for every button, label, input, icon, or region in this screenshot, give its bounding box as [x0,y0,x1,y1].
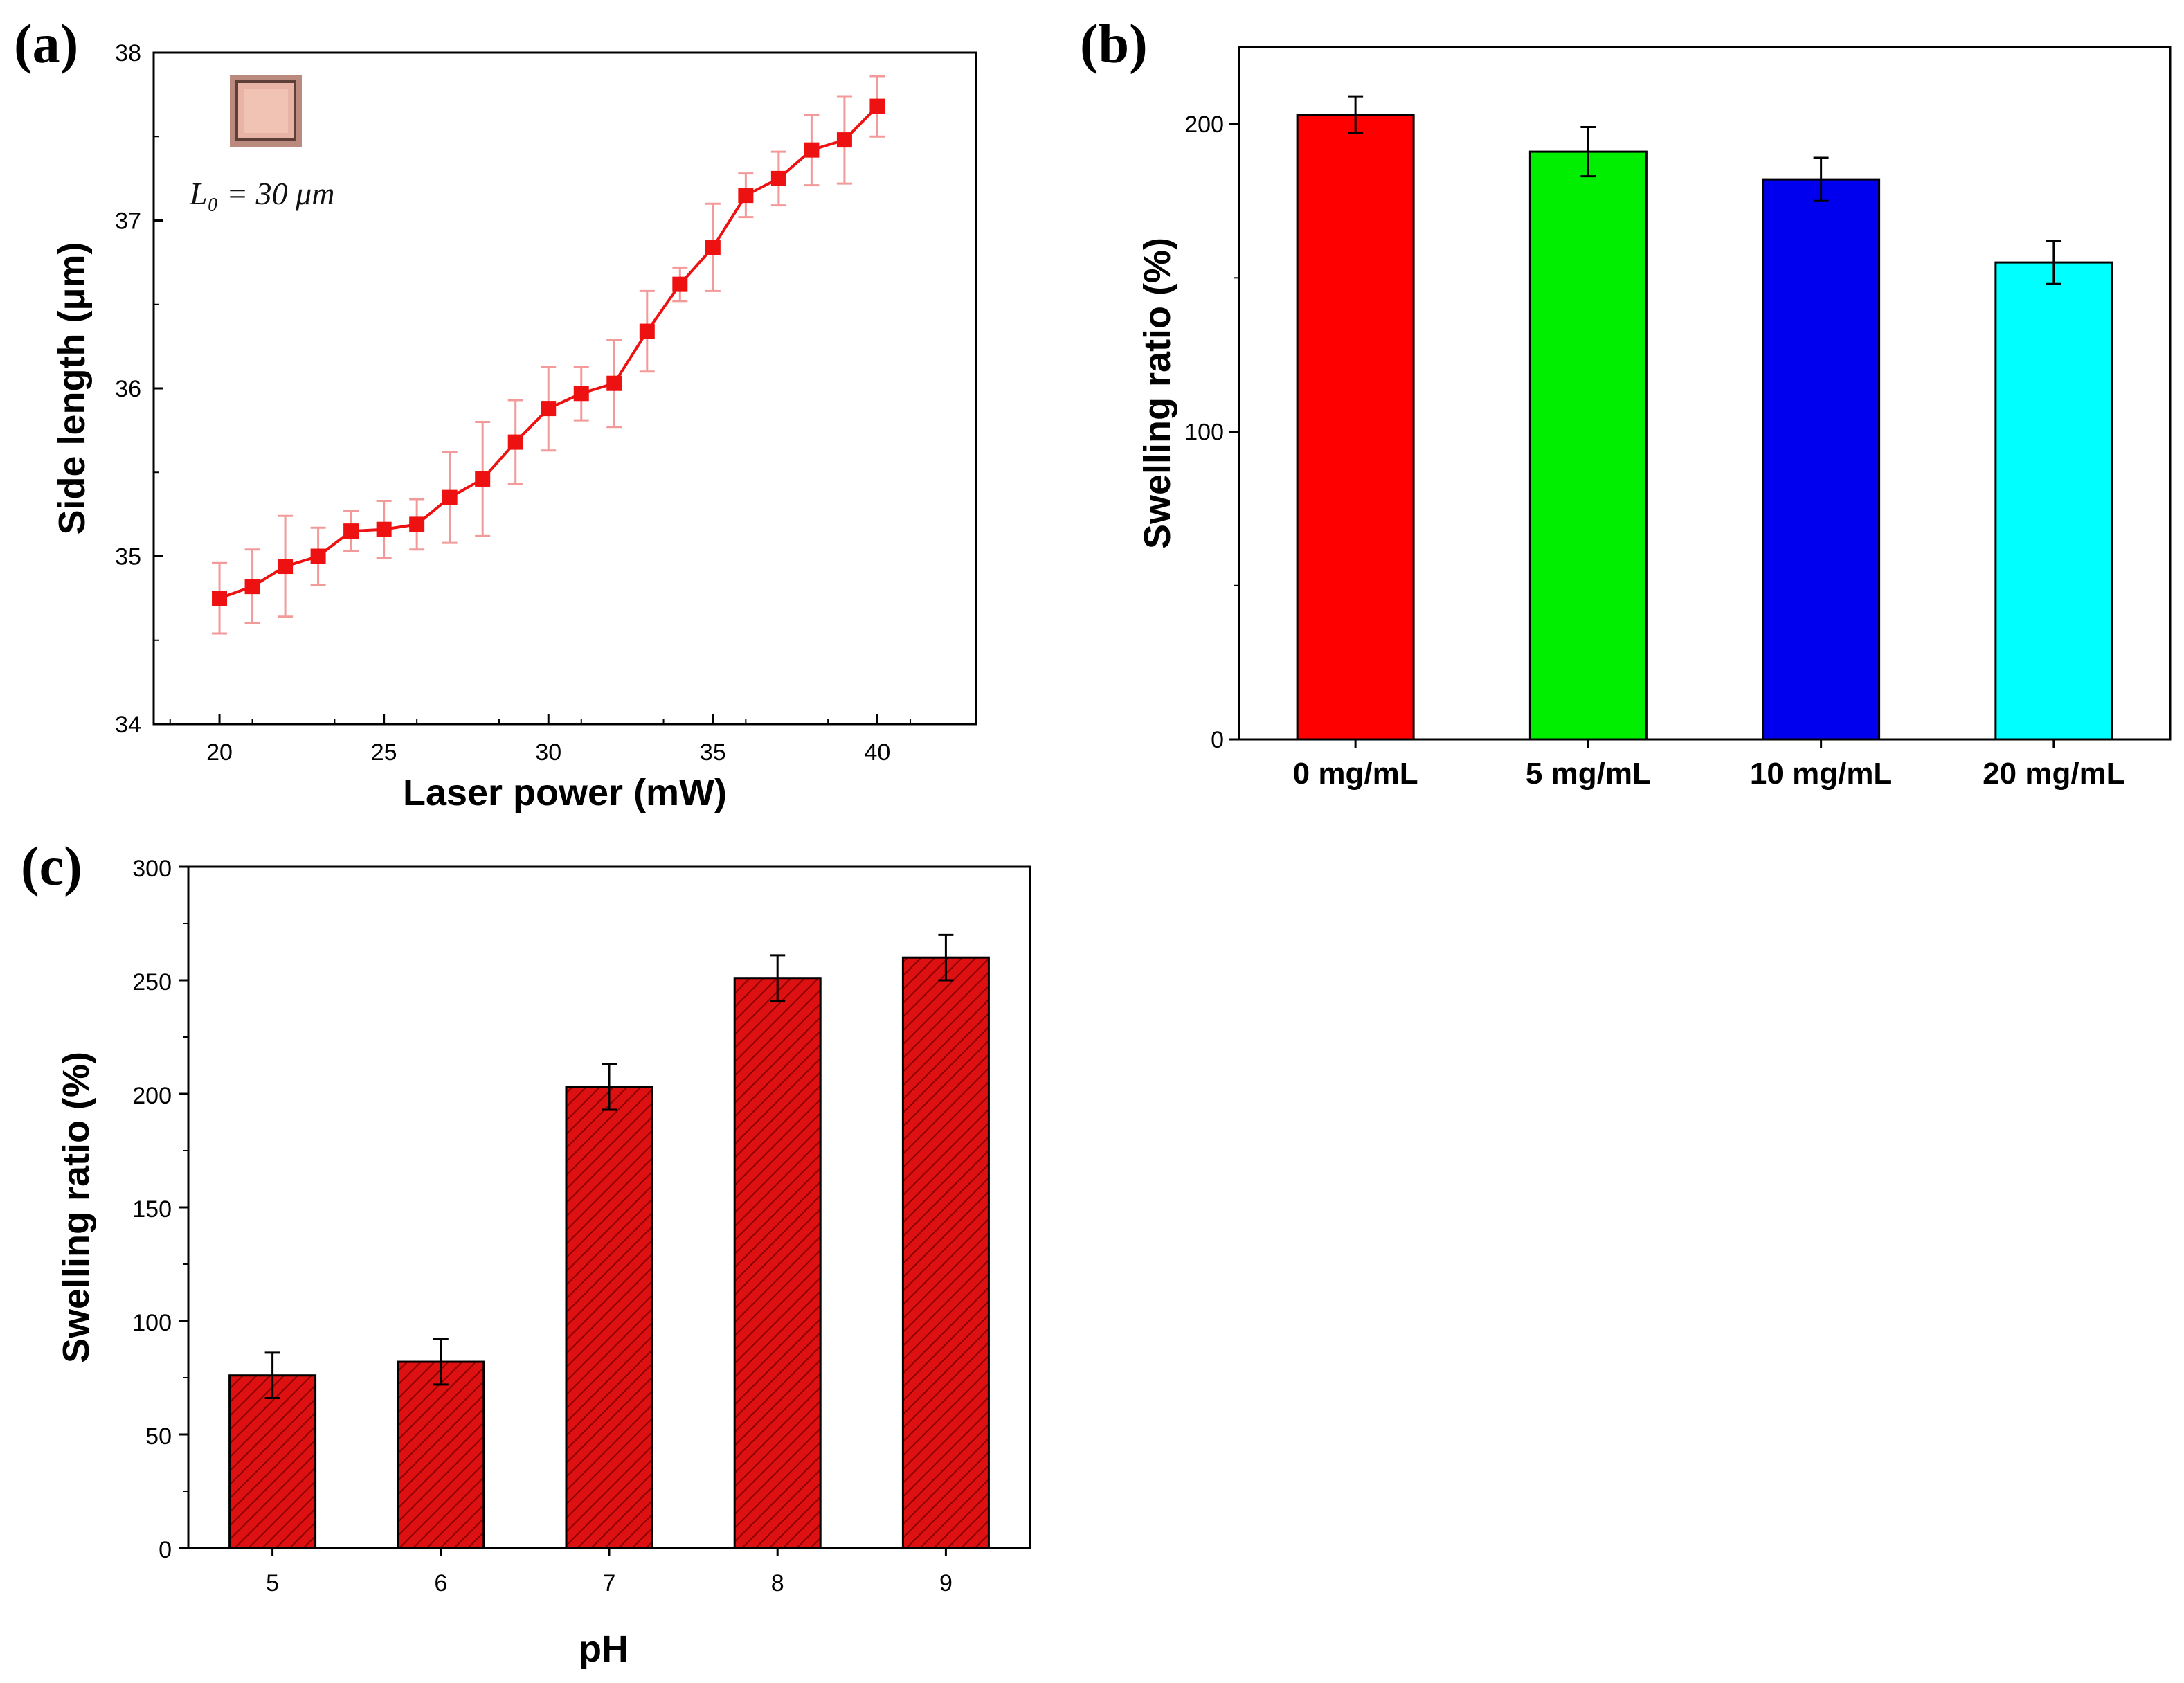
y-tick-label-c: 300 [132,856,172,882]
data-point-a [409,516,425,532]
error-bar-b [1580,126,1596,178]
data-point-a [836,132,852,148]
x-axis-label-a: Laser power (mW) [403,772,727,813]
y-tick-label-c: 50 [145,1423,172,1450]
y-tick-label-c: 150 [132,1196,172,1223]
y-tick-label-a: 35 [115,544,141,570]
data-point-a [541,401,557,417]
data-point-a [606,375,622,391]
initial-length-annotation: L₀ = 30 μm [189,176,334,211]
plot-frame-a [152,51,977,726]
data-point-a [475,471,491,487]
error-bar-b [1348,95,1364,134]
y-tick-label-b: 0 [1211,727,1224,753]
data-point-a [639,323,655,339]
y-tick-label-c: 0 [159,1537,172,1563]
x-tick-label-a: 30 [535,739,561,766]
hydrogel-square-icon [230,75,302,147]
bar-c [733,977,822,1549]
bar-c [228,1374,317,1549]
plot-frame-b [1238,46,2172,741]
x-tick-label-a: 40 [865,739,891,766]
y-tick-label-a: 38 [115,40,141,66]
bar-b [1762,178,1881,741]
data-point-a [770,170,786,186]
error-bar-c [770,954,786,1002]
data-point-a [705,240,721,255]
data-point-a [244,579,260,595]
panel-b-label: (b) [1080,14,1148,75]
x-tick-label-a: 20 [206,739,233,766]
bar-c [901,956,990,1549]
y-tick-label-c: 250 [132,969,172,996]
panel-a-label: (a) [14,14,78,75]
y-tick-label-a: 36 [115,376,141,402]
x-tick-label-c: 9 [939,1570,953,1596]
bar-c [397,1360,485,1549]
category-label-b: 10 mg/mL [1750,757,1892,791]
error-bar-c [602,1063,617,1111]
error-bar-b [2046,240,2061,285]
error-bar-b [1813,156,1829,202]
data-point-a [310,548,326,564]
category-label-b: 0 mg/mL [1293,757,1418,791]
y-tick-label-a: 34 [115,712,141,738]
y-tick-label-c: 200 [132,1083,172,1109]
error-bar-c [938,933,954,982]
x-tick-label-c: 5 [266,1570,279,1596]
category-label-b: 20 mg/mL [1983,757,2124,791]
y-tick-label-b: 100 [1184,420,1224,446]
data-point-a [573,386,589,402]
x-tick-label-c: 7 [603,1570,616,1596]
panel-c-label: (c) [21,836,82,897]
x-tick-label-c: 6 [434,1570,447,1596]
bar-b [1296,114,1415,741]
y-tick-label-a: 37 [115,208,141,235]
bar-c [565,1086,653,1549]
error-bar-c [264,1351,280,1400]
data-point-a [343,523,359,539]
y-axis-label-a: Side length (μm) [51,242,93,534]
x-axis-label-c: pH [579,1628,629,1670]
data-point-a [672,276,688,292]
y-axis-label-b: Swelling ratio (%) [1137,237,1178,549]
data-point-a [869,98,885,114]
category-label-b: 5 mg/mL [1526,757,1651,791]
data-point-a [278,559,294,575]
data-point-a [507,434,523,450]
error-bar-c [433,1338,449,1386]
y-tick-label-c: 100 [132,1310,172,1336]
data-point-a [376,521,392,537]
x-tick-label-c: 8 [771,1570,784,1596]
panel-a: (a) 20 25 30 35 40 34 35 36 37 38 Laser power (mW… [14,14,977,813]
bar-b [1528,150,1648,741]
panel-c: (c) 0 50 100 150 200 250 300 5 6 7 8 9 pH Swelling… [21,836,1031,1670]
data-point-a [738,188,754,204]
y-tick-label-b: 200 [1184,111,1224,138]
x-tick-label-a: 35 [700,739,726,766]
x-tick-label-a: 25 [371,739,397,766]
data-point-a [442,489,458,505]
y-axis-label-c: Swelling ratio (%) [55,1052,97,1363]
data-point-a [804,142,820,158]
panel-b: (b) 0 100 200 0 mg/mL 5 mg/mL 10 mg/mL 20 mg/… [1080,14,2172,791]
bar-b [1994,261,2113,741]
data-point-a [212,591,228,606]
